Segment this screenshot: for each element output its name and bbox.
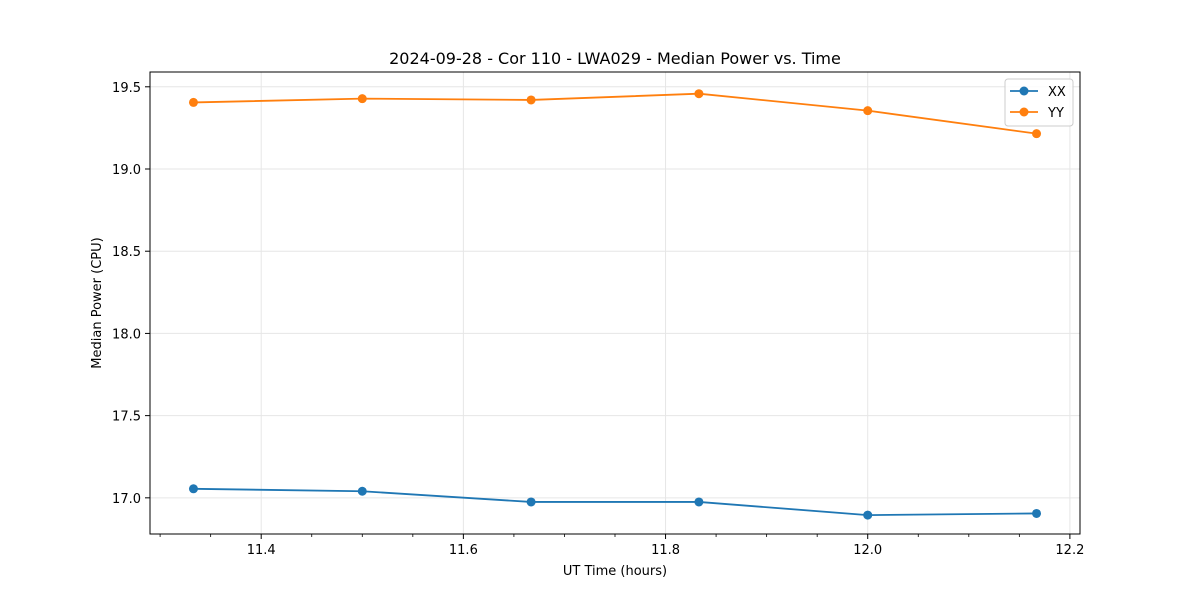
axes: 11.4 11.6 11.8 12.0 12.2 17.0 17.5 18.0 18.5 19.0… — [112, 81, 1084, 558]
y-tick-label-18.5: 18.5 — [112, 245, 141, 260]
x-tick-label-11.4: 11.4 — [247, 543, 276, 558]
data-point-xx-2 — [526, 497, 536, 507]
data-point-xx-0 — [188, 484, 198, 494]
chart-title: 2024-09-28 - Cor 110 - LWA029 - Median P… — [389, 49, 841, 68]
y-axis-label: Median Power (CPU) — [90, 237, 105, 368]
y-tick-label-17.5: 17.5 — [112, 410, 141, 425]
y-tick-label-18.0: 18.0 — [112, 327, 141, 342]
series-line-yy — [193, 92, 1037, 135]
data-point-xx-3 — [694, 497, 704, 507]
grid — [150, 72, 1080, 534]
y-tick-label-19.0: 19.0 — [112, 163, 141, 178]
x-tick-label-11.8: 11.8 — [651, 543, 680, 558]
x-tick-label-11.6: 11.6 — [449, 543, 478, 558]
data-point-yy-1 — [357, 94, 367, 104]
legend: XX YY — [1004, 78, 1074, 127]
legend-label-yy: YY — [1047, 106, 1064, 121]
data-point-xx-4 — [863, 510, 873, 520]
data-point-yy-2 — [526, 95, 536, 105]
y-tick-label-17.0: 17.0 — [112, 492, 141, 507]
x-tick-label-12.2: 12.2 — [1055, 543, 1084, 558]
x-axis-label: UT Time (hours) — [563, 564, 667, 579]
data-point-yy-5 — [1032, 129, 1042, 139]
data-point-yy-4 — [863, 106, 873, 116]
data-point-yy-3 — [694, 89, 704, 99]
legend-label-xx: XX — [1048, 85, 1066, 100]
data-point-xx-5 — [1032, 508, 1042, 518]
data-point-yy-0 — [188, 97, 198, 107]
legend-marker-yy — [1019, 107, 1029, 117]
data-point-xx-1 — [357, 486, 367, 496]
y-tick-label-19.5: 19.5 — [112, 81, 141, 96]
series-layer — [188, 89, 1042, 520]
x-tick-label-12.0: 12.0 — [853, 543, 882, 558]
series-line-xx — [193, 487, 1037, 516]
legend-marker-xx — [1019, 86, 1029, 96]
